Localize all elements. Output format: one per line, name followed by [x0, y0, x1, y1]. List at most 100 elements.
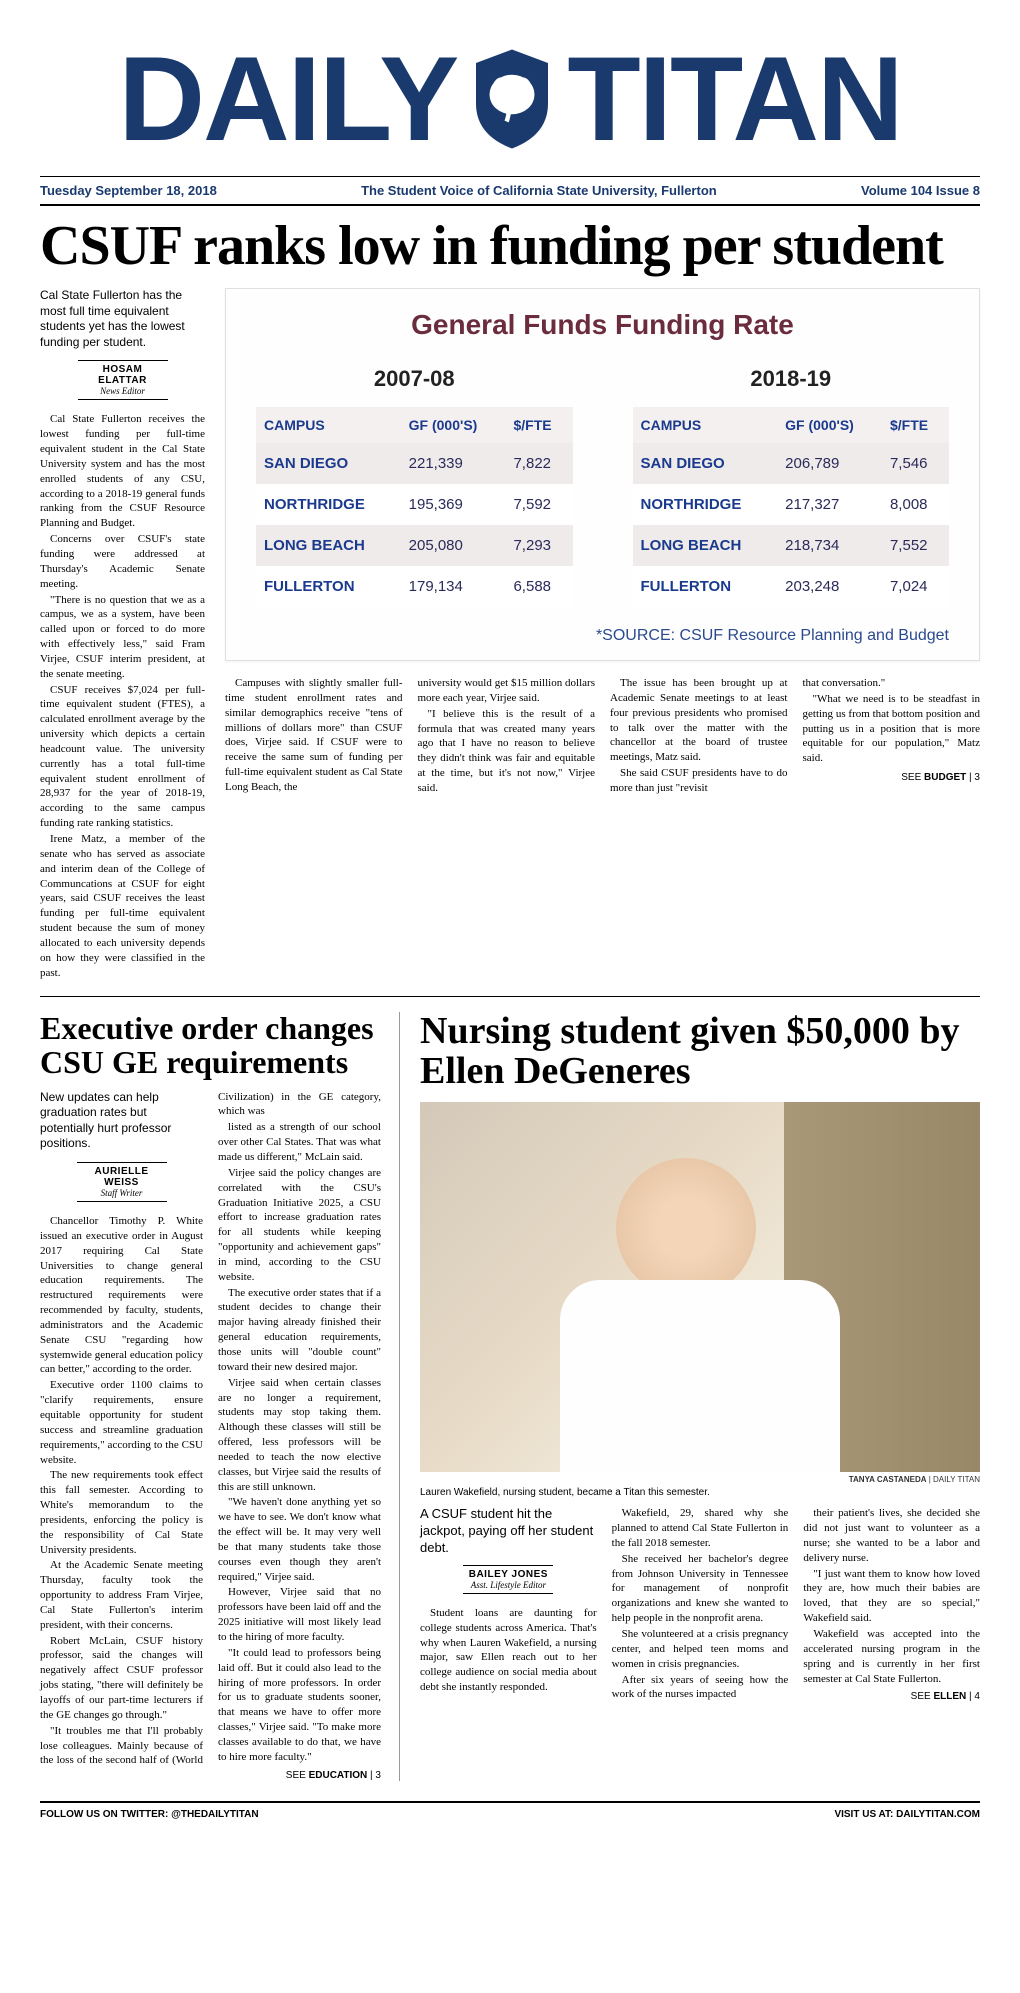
table-cell: 179,134 [401, 566, 506, 607]
body-paragraph: Student loans are daunting for college s… [420, 1606, 597, 1695]
table-header: $/FTE [882, 407, 949, 443]
body-paragraph: university would get $15 million dollars… [418, 676, 596, 706]
table-row: FULLERTON179,1346,588 [256, 566, 573, 607]
body-paragraph: At the Academic Senate meeting Thursday,… [40, 1558, 203, 1632]
table-header: CAMPUS [256, 407, 401, 443]
table-row: SAN DIEGO206,7897,546 [633, 443, 950, 484]
body-paragraph: The issue has been brought up at Academi… [610, 676, 788, 765]
body-paragraph: Robert McLain, CSUF history professor, s… [40, 1634, 203, 1723]
body-paragraph: CSUF receives $7,024 per full-time equiv… [40, 683, 205, 831]
chart-table-right: 2018-19 CAMPUSGF (000'S)$/FTESAN DIEGO20… [633, 366, 950, 607]
chart-year-left: 2007-08 [256, 366, 573, 392]
table-cell: 206,789 [777, 443, 882, 484]
table-cell: LONG BEACH [633, 525, 778, 566]
table-cell: 203,248 [777, 566, 882, 607]
story3-deck: A CSUF student hit the jackpot, paying o… [420, 1506, 597, 1557]
footer-bar: FOLLOW US ON TWITTER: @THEDAILYTITAN VIS… [40, 1801, 980, 1820]
continuation-column: that conversation.""What we need is to b… [803, 676, 981, 797]
footer-website: VISIT US AT: DAILYTITAN.COM [834, 1809, 980, 1820]
chart-title: General Funds Funding Rate [256, 309, 949, 341]
lead-left-column: Cal State Fullerton has the most full ti… [40, 288, 205, 981]
table-cell: 221,339 [401, 443, 506, 484]
body-paragraph: Wakefield was accepted into the accelera… [803, 1627, 980, 1686]
table-cell: NORTHRIDGE [256, 484, 401, 525]
table-cell: 7,293 [505, 525, 572, 566]
dateline-bar: Tuesday September 18, 2018 The Student V… [40, 176, 980, 206]
byline-name: HOSAM ELATTAR [78, 364, 168, 386]
table-row: LONG BEACH218,7347,552 [633, 525, 950, 566]
body-paragraph: listed as a strength of our school over … [218, 1120, 381, 1165]
story2-deck: New updates can help graduation rates bu… [40, 1090, 203, 1152]
table-row: FULLERTON203,2487,024 [633, 566, 950, 607]
body-paragraph: that conversation." [803, 676, 981, 691]
title-word-2: TITAN [567, 30, 901, 168]
nursing-student-photo [420, 1102, 980, 1472]
byline-role: Asst. Lifestyle Editor [463, 1580, 553, 1590]
title-word-1: DAILY [118, 30, 457, 168]
body-paragraph: "We haven't done anything yet so we have… [218, 1495, 381, 1584]
masthead: DAILY TITAN [40, 30, 980, 168]
lead-body-left: Cal State Fullerton receives the lowest … [40, 412, 205, 980]
body-paragraph: However, Virjee said that no professors … [218, 1585, 381, 1644]
table-row: LONG BEACH205,0807,293 [256, 525, 573, 566]
newspaper-title: DAILY TITAN [40, 30, 980, 168]
story-executive-order: Executive order changes CSU GE requireme… [40, 1012, 400, 1780]
body-paragraph: their patient's lives, she decided she d… [803, 1506, 980, 1565]
table-cell: SAN DIEGO [256, 443, 401, 484]
continuation-column: university would get $15 million dollars… [418, 676, 596, 797]
table-cell: 218,734 [777, 525, 882, 566]
funding-chart: General Funds Funding Rate 2007-08 CAMPU… [225, 288, 980, 661]
table-row: NORTHRIDGE217,3278,008 [633, 484, 950, 525]
chart-tables: 2007-08 CAMPUSGF (000'S)$/FTESAN DIEGO22… [256, 366, 949, 607]
table-cell: LONG BEACH [256, 525, 401, 566]
lead-continuation: Campuses with slightly smaller full-time… [225, 676, 980, 797]
table-cell: FULLERTON [633, 566, 778, 607]
table-cell: SAN DIEGO [633, 443, 778, 484]
publication-date: Tuesday September 18, 2018 [40, 183, 217, 198]
body-paragraph: She volunteered at a crisis pregnancy ce… [612, 1627, 789, 1672]
table-cell: 205,080 [401, 525, 506, 566]
lead-headline: CSUF ranks low in funding per student [40, 214, 980, 278]
byline-role: News Editor [78, 386, 168, 396]
body-paragraph: She received her bachelor's degree from … [612, 1552, 789, 1626]
table-cell: NORTHRIDGE [633, 484, 778, 525]
story-nursing: Nursing student given $50,000 by Ellen D… [420, 1012, 980, 1780]
body-paragraph: "There is no question that we as a campu… [40, 593, 205, 682]
story3-headline: Nursing student given $50,000 by Ellen D… [420, 1012, 980, 1092]
elephant-shield-logo [467, 44, 557, 154]
body-paragraph: Campuses with slightly smaller full-time… [225, 676, 403, 795]
story3-body: A CSUF student hit the jackpot, paying o… [420, 1506, 980, 1702]
story2-headline: Executive order changes CSU GE requireme… [40, 1012, 381, 1079]
table-cell: 195,369 [401, 484, 506, 525]
byline-role: Staff Writer [77, 1188, 167, 1198]
table-row: SAN DIEGO221,3397,822 [256, 443, 573, 484]
story2-body: New updates can help graduation rates bu… [40, 1090, 381, 1781]
photo-credit: TANYA CASTANEDA | DAILY TITAN [420, 1475, 980, 1484]
volume-issue: Volume 104 Issue 8 [861, 183, 980, 198]
chart-table-left: 2007-08 CAMPUSGF (000'S)$/FTESAN DIEGO22… [256, 366, 573, 607]
table-cell: 7,592 [505, 484, 572, 525]
section-divider [40, 996, 980, 997]
table-cell: FULLERTON [256, 566, 401, 607]
story3-byline: BAILEY JONES Asst. Lifestyle Editor [463, 1565, 553, 1594]
body-paragraph: Irene Matz, a member of the senate who h… [40, 832, 205, 980]
lead-story: Cal State Fullerton has the most full ti… [40, 288, 980, 981]
table-cell: 6,588 [505, 566, 572, 607]
table-cell: 7,024 [882, 566, 949, 607]
story2-jump: SEE EDUCATION | 3 [218, 1770, 381, 1781]
body-paragraph: "I just want them to know how loved they… [803, 1567, 980, 1626]
table-row: NORTHRIDGE195,3697,592 [256, 484, 573, 525]
body-paragraph: She said CSUF presidents have to do more… [610, 766, 788, 796]
body-paragraph: The new requirements took effect this fa… [40, 1468, 203, 1557]
body-paragraph: "It could lead to professors being laid … [218, 1646, 381, 1765]
body-paragraph: Wakefield, 29, shared why she planned to… [612, 1506, 789, 1551]
byline-name: BAILEY JONES [463, 1569, 553, 1580]
lead-right-column: General Funds Funding Rate 2007-08 CAMPU… [225, 288, 980, 981]
body-paragraph: Executive order 1100 claims to "clarify … [40, 1378, 203, 1467]
body-paragraph: Concerns over CSUF's state funding were … [40, 532, 205, 591]
lead-byline: HOSAM ELATTAR News Editor [78, 360, 168, 400]
body-paragraph: Chancellor Timothy P. White issued an ex… [40, 1214, 203, 1377]
table-header: $/FTE [505, 407, 572, 443]
lead-jump: SEE BUDGET | 3 [803, 771, 981, 785]
continuation-column: Campuses with slightly smaller full-time… [225, 676, 403, 797]
